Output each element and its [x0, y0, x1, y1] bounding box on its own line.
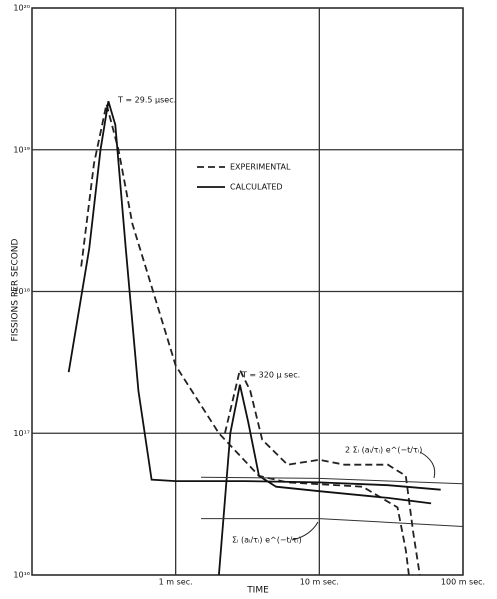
reference-curve	[201, 518, 464, 527]
y-tick-label: 10¹⁷	[13, 429, 30, 438]
curve-annotation: 2 Σᵢ (aᵢ/τᵢ) e^(−t/τᵢ)	[345, 446, 422, 455]
y-tick-label: 10¹⁹	[13, 145, 30, 154]
annotation: T = 29.5 μsec.	[117, 96, 176, 105]
series-line	[67, 100, 441, 576]
annotation-arrow	[419, 451, 436, 479]
series-line	[80, 103, 421, 576]
x-tick-label: 100 m sec.	[441, 578, 485, 587]
y-axis-label: FISSIONS PER SECOND	[11, 238, 21, 341]
reference-curve	[200, 476, 464, 485]
legend-label: EXPERIMENTAL	[230, 163, 291, 172]
y-tick-label: 10¹⁸	[13, 287, 30, 296]
legend-label: CALCULATED	[230, 183, 283, 192]
y-tick-label: 10¹⁶	[13, 571, 30, 580]
annotation-arrow	[291, 521, 319, 541]
curve-annotation: Σᵢ (aᵢ/τᵢ) e^(−t/τᵢ)	[232, 536, 302, 545]
annotation: T = 320 μ sec.	[241, 371, 300, 380]
x-tick-label: 1 m sec.	[159, 578, 193, 587]
x-axis-label: TIME	[246, 586, 269, 596]
y-tick-label: 10²⁰	[13, 4, 30, 13]
x-tick-label: 10 m sec.	[300, 578, 339, 587]
